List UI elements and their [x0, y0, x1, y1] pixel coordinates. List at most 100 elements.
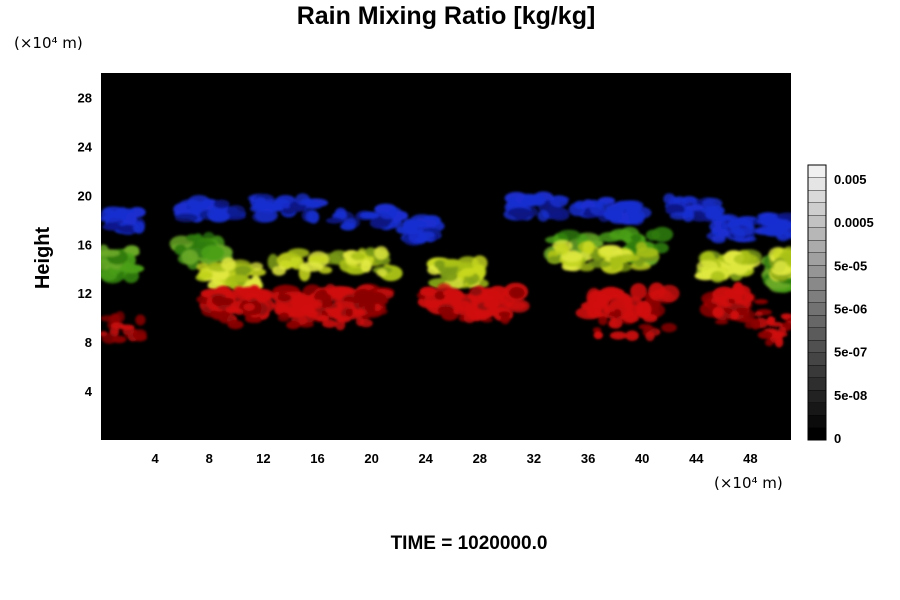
green-blob [557, 229, 581, 242]
snow-blob [359, 211, 380, 219]
rain-speck [434, 291, 446, 300]
colorbar-swatch [807, 302, 827, 316]
graupel-blob [308, 255, 328, 264]
colorbar-tick-label: 5e-05 [834, 258, 867, 273]
rain-speck [706, 301, 717, 310]
colorbar-tick-label: 5e-07 [834, 345, 867, 360]
rain-speck [778, 331, 788, 337]
x-tick-label: 12 [256, 451, 270, 466]
rain-speck [500, 314, 511, 325]
x-tick-label: 16 [310, 451, 324, 466]
graupel-blob [227, 274, 250, 283]
rain-speck [623, 314, 639, 323]
colorbar-swatch [807, 239, 827, 254]
rain-speck [353, 298, 363, 310]
snow-blob [729, 227, 755, 236]
rain-speck [244, 309, 261, 316]
rain-speck [645, 331, 655, 342]
snow-blob [187, 195, 211, 209]
x-tick-label: 28 [473, 451, 487, 466]
rain-speck [315, 315, 329, 322]
snow-blob [618, 200, 644, 210]
snow-blob [125, 212, 138, 226]
snow-blob [537, 210, 550, 222]
green-blob [201, 245, 225, 261]
snow-blob [717, 228, 730, 237]
x-tick-label: 24 [418, 451, 433, 466]
rain-blob [331, 301, 357, 310]
colorbar-swatch [807, 189, 827, 204]
snow-blob [669, 212, 690, 220]
rain-speck [743, 312, 751, 319]
green-blob [119, 264, 145, 274]
x-tick-label: 40 [635, 451, 649, 466]
graupel-blob [350, 252, 366, 261]
colorbar-frame [807, 164, 827, 441]
rain-speck [608, 317, 623, 329]
snow-blob [521, 197, 545, 206]
graupel-blob [609, 253, 623, 270]
graupel-blob [635, 247, 659, 258]
colorbar-tick-label: 5e-06 [834, 302, 867, 317]
colorbar-tick-label: 0 [834, 431, 841, 446]
rain-speck [593, 331, 603, 340]
graupel-blob [440, 271, 458, 282]
rain-speck [715, 319, 729, 325]
rain-speck [243, 303, 255, 311]
rain-blob [648, 282, 666, 301]
rain-speck [133, 329, 147, 340]
rain-speck [730, 310, 739, 320]
snow-blob [226, 204, 246, 217]
snow-blob [711, 235, 726, 244]
rain-speck [734, 296, 744, 305]
colorbar-swatch [807, 227, 827, 241]
snow-blob [605, 211, 622, 221]
y-axis-label: Height [32, 227, 54, 290]
snow-blob [133, 221, 145, 234]
graupel-blob [582, 240, 595, 255]
snow-blob [681, 196, 697, 204]
rain-speck [336, 315, 352, 323]
colorbar-swatch [807, 264, 827, 279]
snow-blob [702, 197, 723, 209]
snow-blob [102, 223, 122, 231]
x-tick-label: 4 [151, 451, 159, 466]
graupel-blob [234, 265, 252, 276]
green-blob [645, 229, 661, 241]
mid-cloud-yellow-layer [195, 239, 791, 293]
y-tick-label: 12 [78, 286, 92, 301]
graupel-blob [782, 246, 791, 262]
graupel-blob [267, 253, 279, 271]
rain-speck [781, 314, 790, 320]
rain-speck [463, 312, 476, 324]
snow-blob [402, 220, 427, 228]
rain-speck [135, 314, 146, 326]
snow-blob [334, 207, 347, 219]
rain-speck [643, 314, 658, 323]
snow-blob [305, 210, 319, 223]
rain-speck [469, 286, 483, 296]
rain-speck [713, 297, 729, 306]
snow-blob [340, 222, 356, 231]
rain-speck [743, 292, 754, 303]
colorbar-swatch [807, 164, 827, 179]
colorbar-swatch [807, 314, 827, 329]
rain-speck [289, 307, 298, 317]
time-label: TIME = 1020000.0 [391, 533, 548, 554]
rain-speck [625, 330, 639, 341]
rain-speck [355, 317, 365, 327]
graupel-blob [196, 262, 210, 271]
green-blob [124, 245, 140, 256]
graupel-blob [599, 244, 623, 258]
rain-speck [744, 321, 755, 329]
graupel-blob [471, 255, 488, 271]
x-tick-label: 48 [743, 451, 757, 466]
green-blob [598, 232, 621, 243]
colorbar-swatch [807, 252, 827, 266]
graupel-blob [710, 271, 726, 283]
rain-speck [375, 293, 384, 302]
rain-speck [754, 299, 768, 305]
green-blob [185, 234, 201, 242]
y-tick-label: 8 [85, 335, 92, 350]
